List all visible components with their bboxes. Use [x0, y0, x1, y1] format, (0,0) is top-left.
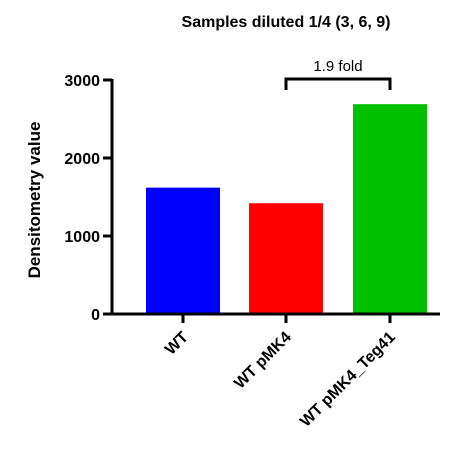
x-category-label-3: WT pMK4_Teg41: [297, 329, 399, 431]
fold-bracket: [284, 77, 392, 90]
y-tick-label-1000: 1000: [64, 229, 100, 246]
y-tick-label-0: 0: [91, 307, 100, 324]
x-category-label-2: WT pMK4: [231, 329, 295, 393]
bars-group: [146, 104, 427, 315]
y-axis-label: Densitometry value: [25, 122, 44, 279]
bar-3: [353, 104, 427, 315]
bar-1: [146, 187, 220, 314]
chart-title: Samples diluted 1/4 (3, 6, 9): [182, 14, 391, 31]
y-tick-label-2000: 2000: [64, 151, 100, 168]
x-category-label-1: WT: [162, 329, 192, 359]
bar-2: [249, 203, 323, 314]
annotation-group: 1.9 fold: [284, 58, 392, 90]
y-tick-label-3000: 3000: [64, 73, 100, 90]
fold-annotation-label: 1.9 fold: [313, 58, 362, 75]
